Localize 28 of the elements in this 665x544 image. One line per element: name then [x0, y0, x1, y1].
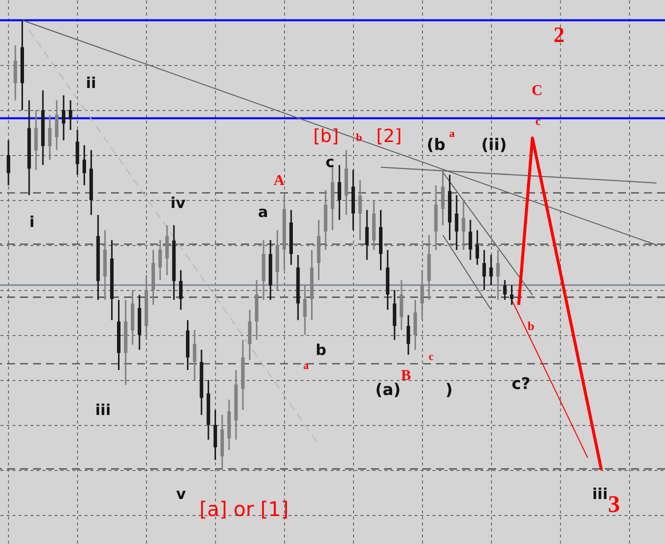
text: [a] or [1] — [199, 497, 289, 521]
annotation: C — [532, 83, 542, 99]
annotation: b — [528, 319, 535, 333]
annotation: A — [274, 173, 285, 189]
annotation: iii — [95, 401, 111, 419]
annotation: a — [303, 360, 310, 372]
text: iii — [592, 485, 608, 503]
annotation: (ii) — [481, 135, 507, 154]
annotation: a — [258, 203, 268, 221]
annotation: iv — [170, 194, 186, 212]
annotation: B — [400, 368, 412, 384]
annotation: [2] — [376, 126, 402, 147]
annotation: 2 — [554, 22, 564, 47]
annotation: i — [29, 213, 35, 231]
annotation: b — [316, 341, 327, 359]
annotation: [b] — [313, 126, 339, 147]
annotation: c? — [512, 374, 530, 393]
annotation: (a) — [375, 380, 401, 399]
text: 3 — [608, 492, 620, 518]
annotation: (b — [426, 135, 446, 154]
annotation: b — [356, 132, 362, 144]
annotation: c — [535, 114, 542, 128]
annotation: ii — [86, 74, 96, 92]
text: v — [176, 485, 186, 503]
annotation: ) — [445, 380, 453, 399]
annotation: a — [449, 128, 456, 140]
annotation: c — [326, 153, 334, 171]
annotation: c — [428, 351, 434, 363]
